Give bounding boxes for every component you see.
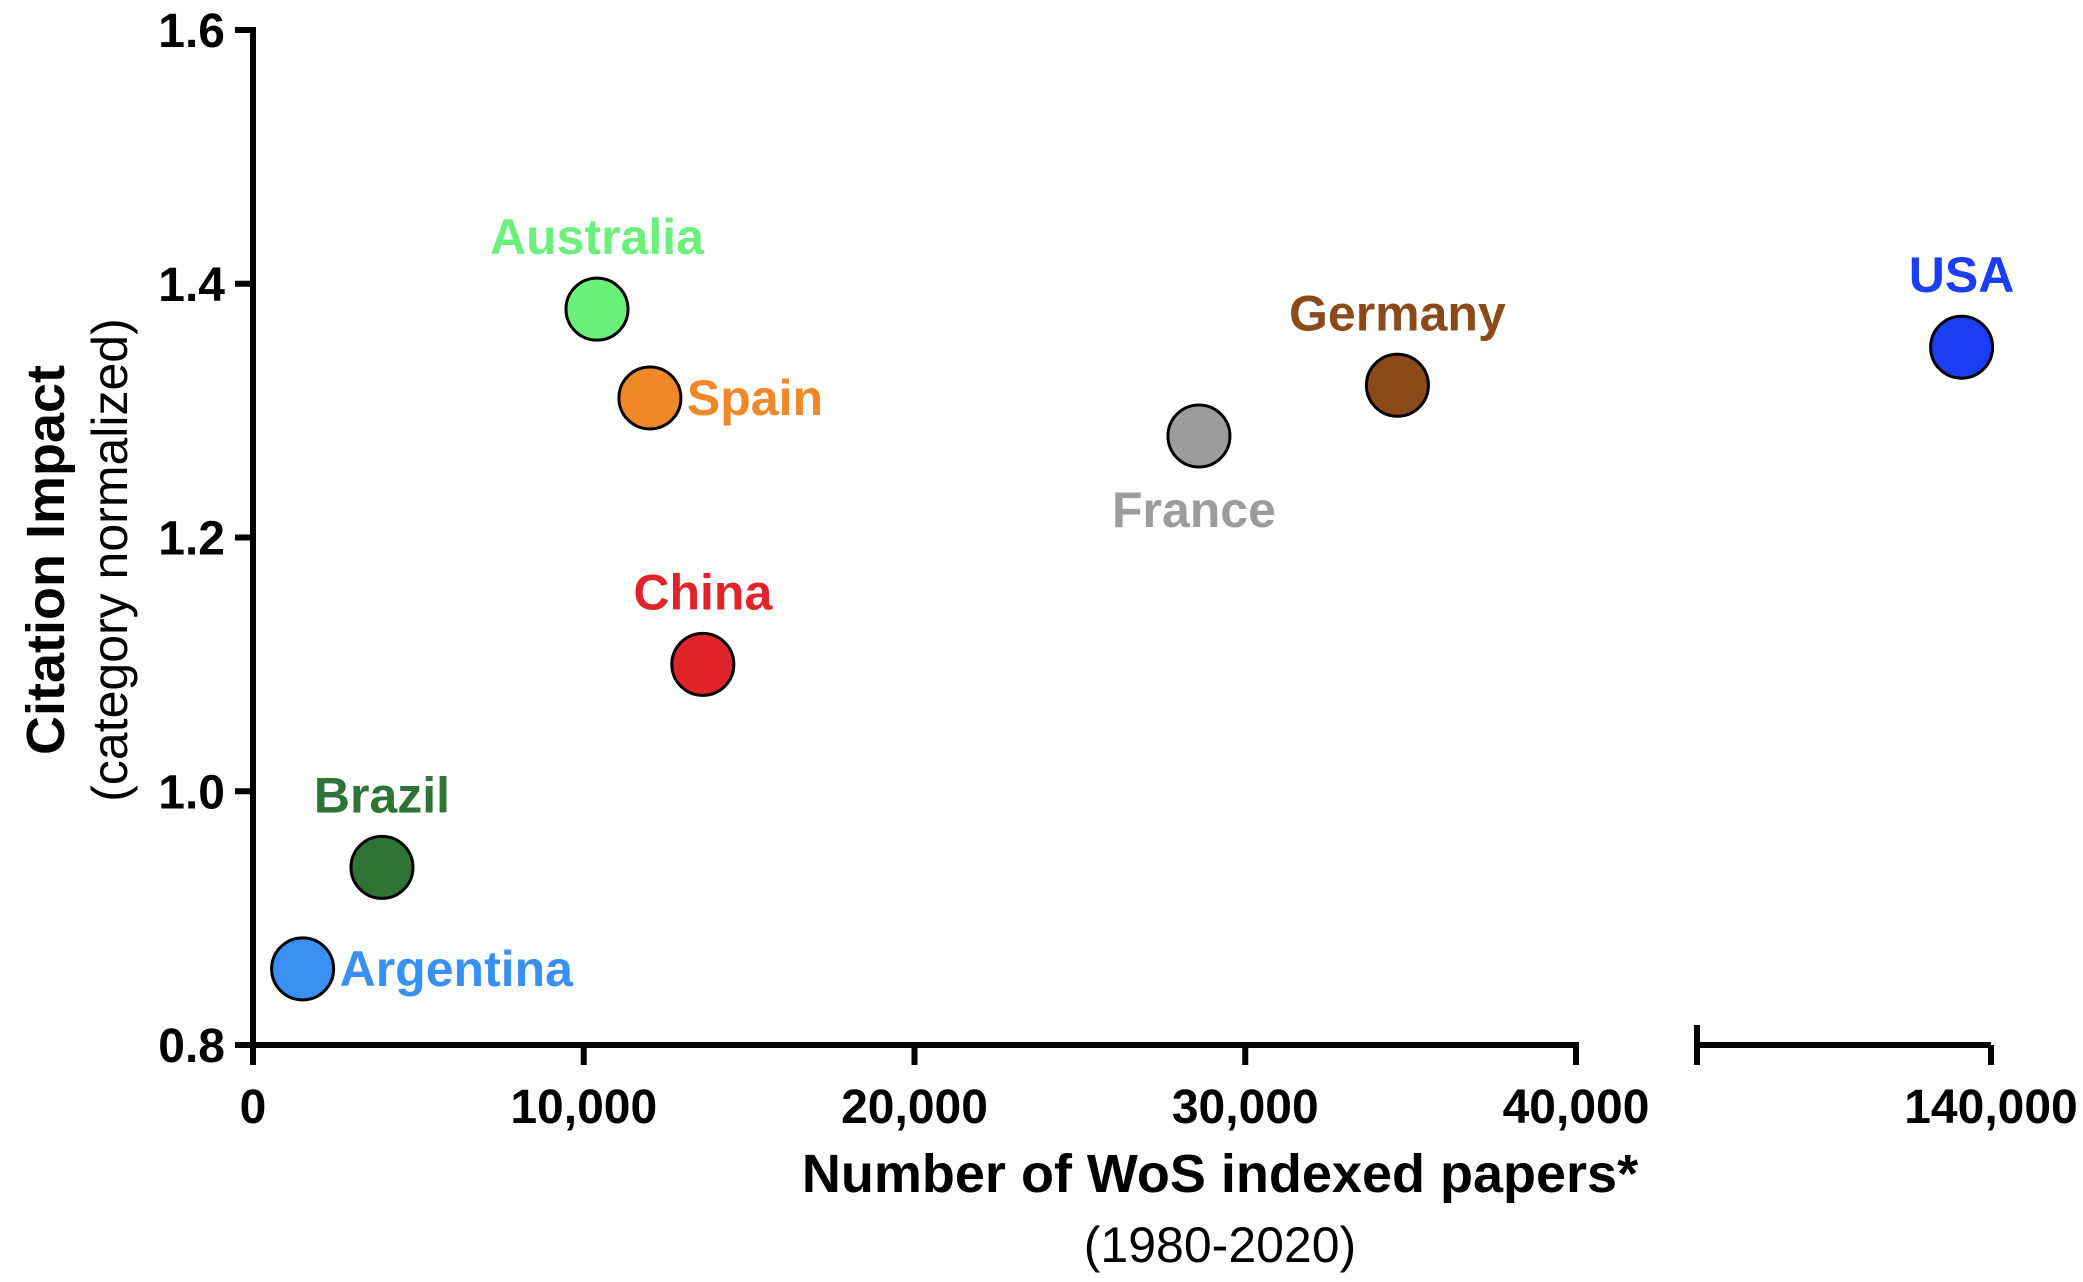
point-label-france: France: [1112, 482, 1276, 538]
point-label-australia: Australia: [490, 209, 705, 265]
x-tick-label: 10,000: [510, 1081, 657, 1134]
y-tick-label: 0.8: [158, 1020, 225, 1073]
y-tick-label: 1.4: [158, 259, 225, 312]
axis-titles: Number of WoS indexed papers* (1980-2020…: [16, 318, 1638, 1273]
y-axis-title: Citation Impact: [16, 365, 76, 755]
point-argentina: [270, 936, 336, 1002]
point-france: [1166, 403, 1232, 469]
point-label-spain: Spain: [687, 370, 823, 426]
y-tick-label: 1.6: [158, 5, 225, 58]
point-brazil: [349, 834, 415, 900]
x-tick-label: 0: [240, 1081, 267, 1134]
y-tick-label: 1.2: [158, 513, 225, 566]
point-label-germany: Germany: [1289, 285, 1506, 341]
point-usa: [1929, 314, 1995, 380]
point-label-usa: USA: [1909, 247, 2015, 303]
x-tick-label: 30,000: [1172, 1081, 1319, 1134]
point-label-china: China: [633, 564, 773, 620]
point-china: [670, 631, 736, 697]
y-tick-label: 1.0: [158, 766, 225, 819]
x-tick-label: 140,000: [1904, 1081, 2078, 1134]
ticks: 0.8 1.0 1.2 1.4 1.6 0 10,000 20,000 30,000 40,000…: [158, 5, 2077, 1134]
x-axis-subtitle: (1980-2020): [1084, 1217, 1356, 1273]
point-label-brazil: Brazil: [314, 767, 450, 823]
axes: [250, 27, 1991, 1065]
point-label-argentina: Argentina: [340, 941, 575, 997]
point-germany: [1364, 352, 1430, 418]
data-points: Argentina Brazil Australia Spain China France…: [270, 209, 2015, 1002]
point-spain: [617, 365, 683, 431]
x-tick-label: 40,000: [1503, 1081, 1650, 1134]
x-tick-label: 20,000: [841, 1081, 988, 1134]
y-axis-subtitle: (category normalized): [82, 318, 138, 802]
x-axis-title: Number of WoS indexed papers*: [802, 1144, 1638, 1204]
point-australia: [564, 276, 630, 342]
